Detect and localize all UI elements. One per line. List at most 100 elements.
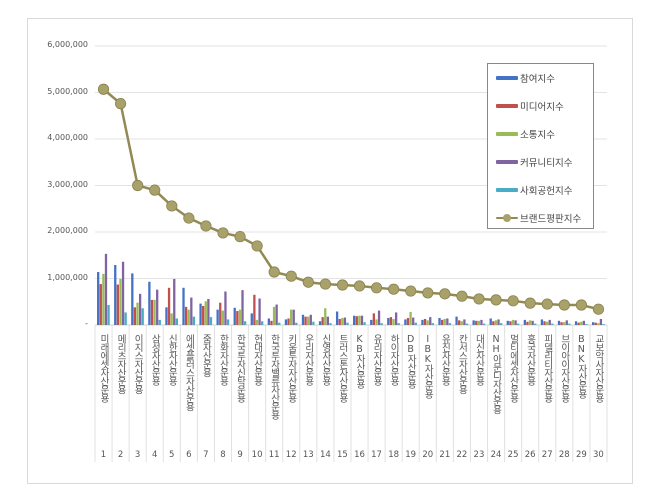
bar-2-29 xyxy=(577,322,580,325)
bar-2-1 xyxy=(99,284,102,325)
legend: 참여지수 미디어지수 소통지수 커뮤니티지수 사회공헌지수 브랜드평판지수 xyxy=(487,63,594,229)
bar-3-24 xyxy=(494,320,498,325)
bar-5-18 xyxy=(397,323,400,325)
rank-label: 30 xyxy=(593,450,604,460)
x-tick-label: 유진자산운용 xyxy=(439,334,451,385)
legend-label: 소통지수 xyxy=(520,130,555,141)
bar-1-1 xyxy=(97,271,100,325)
x-tick-label: 한화자산운용 xyxy=(217,334,229,385)
brand-point-21 xyxy=(439,288,451,300)
rank-label: 11 xyxy=(268,450,280,460)
bar-1-21 xyxy=(438,318,441,325)
bar-1-24 xyxy=(489,318,492,325)
bar-2-19 xyxy=(406,318,410,325)
bar-5-27 xyxy=(551,323,554,325)
bar-3-1 xyxy=(102,273,105,325)
legend-swatch-icon xyxy=(496,76,518,80)
bar-3-17 xyxy=(375,319,378,325)
bar-3-27 xyxy=(545,321,549,325)
bar-4-29 xyxy=(582,320,585,325)
bar-2-4 xyxy=(150,299,154,325)
brand-point-13 xyxy=(302,276,314,288)
bar-4-17 xyxy=(377,310,381,325)
bar-4-15 xyxy=(343,317,347,325)
rank-label: 8 xyxy=(220,450,226,460)
bar-4-22 xyxy=(463,319,466,325)
x-tick-label: 이지스자산운용 xyxy=(132,334,144,394)
rank-label: 23 xyxy=(473,450,485,460)
bar-5-20 xyxy=(431,323,434,325)
brand-point-24 xyxy=(490,294,502,306)
bar-1-14 xyxy=(318,321,322,325)
bar-5-6 xyxy=(192,316,196,325)
x-tick-label: 신한자산운용 xyxy=(166,334,178,385)
x-tick-label: NH아문디자산운용 xyxy=(490,334,502,414)
bar-5-9 xyxy=(243,321,247,325)
rank-label: 16 xyxy=(354,450,365,460)
legend-label: 커뮤니티지수 xyxy=(520,158,573,169)
legend-dot-icon xyxy=(503,214,511,222)
rank-label: 7 xyxy=(203,450,209,460)
bar-2-24 xyxy=(492,321,495,325)
bar-1-11 xyxy=(267,318,270,325)
legend-swatch-icon xyxy=(496,104,518,108)
legend-label: 미디어지수 xyxy=(520,102,564,113)
bar-2-3 xyxy=(133,307,137,325)
bar-4-10 xyxy=(258,298,261,325)
brand-point-28 xyxy=(558,299,570,311)
rank-label: 15 xyxy=(337,450,348,460)
brand-point-8 xyxy=(217,227,229,239)
bar-4-14 xyxy=(326,316,329,325)
bar-3-4 xyxy=(153,299,156,325)
bar-5-23 xyxy=(482,323,486,325)
legend-item: 커뮤니티지수 xyxy=(496,155,572,169)
rank-label: 21 xyxy=(439,450,451,460)
x-tick-label: DB자산운용 xyxy=(405,334,417,388)
bar-1-2 xyxy=(114,265,117,325)
x-tick-label: IBK자산운용 xyxy=(422,334,434,398)
x-tick-label: 하이자산운용 xyxy=(388,334,400,385)
bar-3-29 xyxy=(580,321,583,325)
bar-1-22 xyxy=(455,316,458,325)
bar-1-16 xyxy=(353,315,356,325)
bar-5-2 xyxy=(124,312,127,325)
bar-4-23 xyxy=(480,319,483,325)
rank-label: 17 xyxy=(371,450,382,460)
bar-4-28 xyxy=(565,320,568,325)
x-tick-label: 에셋플러스자산운용 xyxy=(183,334,195,411)
x-tick-label: 미래에셋자산운용 xyxy=(98,334,109,402)
bar-2-30 xyxy=(594,322,597,325)
bar-3-10 xyxy=(255,319,259,325)
bar-3-7 xyxy=(204,301,207,325)
bar-5-30 xyxy=(602,324,605,325)
bar-1-7 xyxy=(199,303,202,325)
rank-label: 9 xyxy=(237,450,243,460)
bar-3-28 xyxy=(563,322,566,325)
brand-point-4 xyxy=(149,184,161,196)
x-tick-label: 칸서스자산운용 xyxy=(456,334,468,394)
brand-point-5 xyxy=(166,200,178,212)
bar-1-18 xyxy=(387,318,390,325)
bar-5-11 xyxy=(278,322,281,325)
rank-label: 22 xyxy=(456,450,468,460)
bar-3-2 xyxy=(119,278,122,325)
bar-2-28 xyxy=(560,322,563,325)
rank-label: 20 xyxy=(422,450,434,460)
brand-point-17 xyxy=(370,282,383,294)
bar-2-14 xyxy=(321,317,324,325)
brand-point-14 xyxy=(319,278,331,290)
x-tick-label: 피델리티자산운용 xyxy=(541,334,553,402)
rank-label: 24 xyxy=(490,450,502,460)
bar-2-11 xyxy=(270,320,273,325)
bar-1-27 xyxy=(540,319,544,325)
bar-2-25 xyxy=(509,321,512,325)
brand-point-16 xyxy=(353,280,366,292)
bar-1-20 xyxy=(421,319,424,325)
bar-1-8 xyxy=(216,309,219,325)
bar-2-13 xyxy=(304,316,307,325)
bar-5-5 xyxy=(175,318,178,325)
y-tick-label: 5,000,000 xyxy=(47,86,88,96)
bar-3-18 xyxy=(392,318,395,325)
bar-3-5 xyxy=(170,313,173,325)
bar-4-9 xyxy=(241,290,244,325)
